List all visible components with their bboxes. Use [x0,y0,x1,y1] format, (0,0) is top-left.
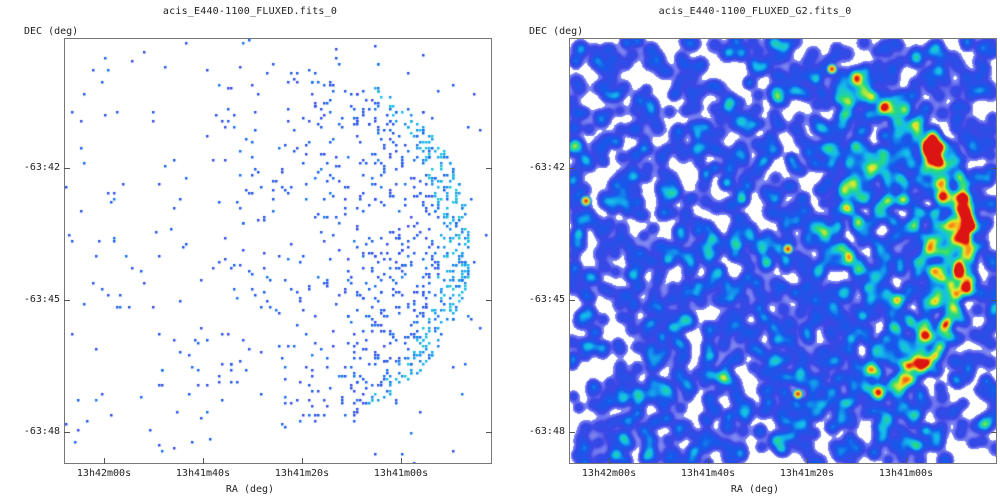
y-axis-label: DEC (deg) [529,26,584,37]
x-tick-mark [609,458,610,464]
x-tick-mark [708,458,709,464]
y-tick-mark [64,168,70,169]
y-tick-mark [991,432,997,433]
image-canvas-smoothed [570,39,996,463]
x-tick-label: 13h41m20s [274,468,330,479]
y-tick-label: -63:45 [23,294,60,305]
x-tick-label: 13h42m00s [581,468,637,479]
image-plot-raw[interactable] [64,38,492,464]
y-tick-label: -63:45 [528,294,565,305]
y-tick-mark [569,432,575,433]
x-tick-mark [906,458,907,464]
image-plot-smoothed[interactable] [569,38,997,464]
chart-title: acis_E440-1100_FLUXED_G2.fits_0 [658,6,852,17]
x-tick-label: 13h41m20s [779,468,835,479]
y-tick-mark [486,432,492,433]
y-tick-label: -63:48 [528,426,565,437]
y-tick-label: -63:42 [23,162,60,173]
x-tick-label: 13h41m40s [175,468,231,479]
y-tick-label: -63:48 [23,426,60,437]
x-axis-label: RA (deg) [225,484,275,495]
right-panel: acis_E440-1100_FLUXED_G2.fits_0 DEC (deg… [505,0,1000,504]
y-axis-label: DEC (deg) [24,26,79,37]
y-tick-mark [569,300,575,301]
x-tick-mark [807,458,808,464]
x-tick-label: 13h41m00s [373,468,429,479]
y-tick-mark [486,168,492,169]
x-axis-label: RA (deg) [730,484,780,495]
chart-title: acis_E440-1100_FLUXED.fits_0 [162,6,338,17]
x-tick-label: 13h41m00s [878,468,934,479]
y-tick-mark [569,168,575,169]
x-tick-label: 13h41m40s [680,468,736,479]
left-panel: acis_E440-1100_FLUXED.fits_0 DEC (deg) -… [23,6,492,495]
x-tick-label: 13h42m00s [76,468,132,479]
y-tick-label: -63:42 [528,162,565,173]
image-canvas-raw [65,39,491,463]
y-tick-mark [486,300,492,301]
y-tick-mark [64,300,70,301]
y-tick-mark [991,168,997,169]
x-tick-mark [203,458,204,464]
y-tick-mark [991,300,997,301]
y-tick-mark [64,432,70,433]
x-tick-mark [104,458,105,464]
x-tick-mark [302,458,303,464]
x-tick-mark [401,458,402,464]
